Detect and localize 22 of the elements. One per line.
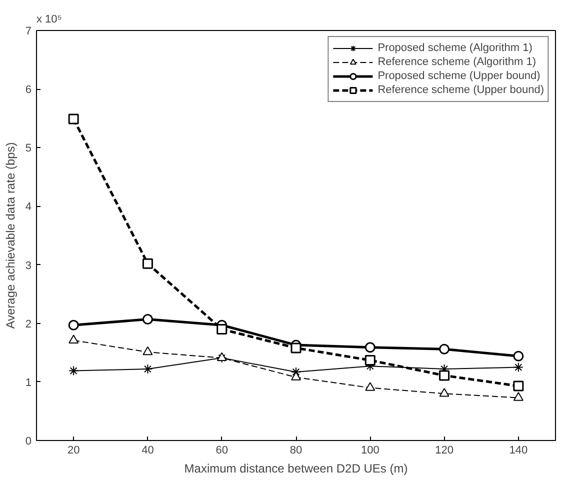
y-tick-label: 0 xyxy=(25,436,32,448)
y-tick-label: 6 xyxy=(25,84,32,96)
x-tick-label: 80 xyxy=(290,444,302,456)
y-axis-title: Average achievable data rate (bps) xyxy=(3,142,18,329)
y-tick-label: 2 xyxy=(25,318,32,330)
x-axis-title: Maximum distance between D2D UEs (m) xyxy=(184,462,408,476)
y-tick-label: 7 xyxy=(25,26,32,38)
x-tick-label: 140 xyxy=(509,444,528,456)
x-tick-label: 40 xyxy=(142,444,154,456)
y-tick-label: 5 xyxy=(25,142,32,155)
y-tick-label: 4 xyxy=(25,201,32,214)
legend-label: Proposed scheme (Upper bound) xyxy=(378,69,540,83)
legend-label: Reference scheme (Upper bound) xyxy=(378,83,544,97)
x-tick-label: 120 xyxy=(435,444,454,456)
text: x 10⁵ xyxy=(36,14,62,26)
legend-label: Proposed scheme (Algorithm 1) xyxy=(378,41,532,55)
y-tick-label: 3 xyxy=(25,260,32,272)
legend-label: Reference scheme (Algorithm 1) xyxy=(378,55,536,69)
x-tick-label: 60 xyxy=(216,444,228,456)
y-tick-label: 1 xyxy=(25,376,32,389)
x-tick-label: 20 xyxy=(67,444,80,456)
x-tick-label: 100 xyxy=(360,444,380,456)
